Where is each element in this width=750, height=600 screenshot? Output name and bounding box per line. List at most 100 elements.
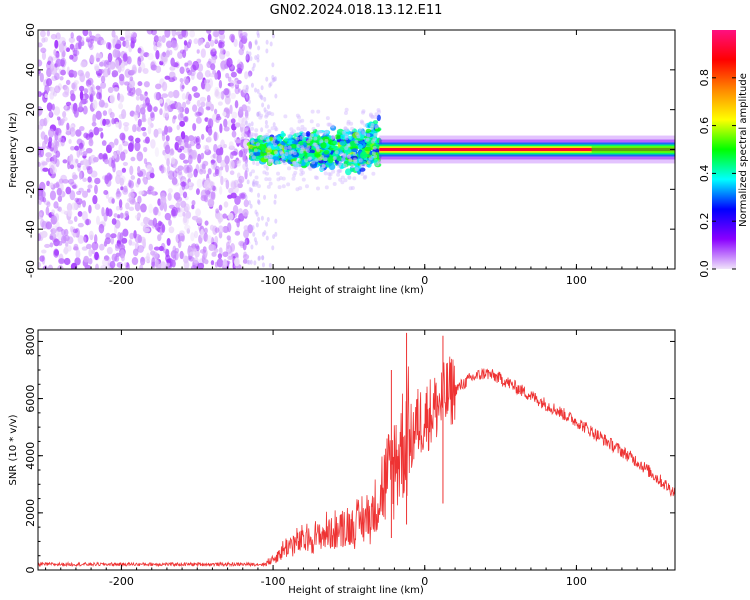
noise-cell (142, 146, 148, 153)
noise-cell (263, 230, 267, 236)
noise-cell (204, 144, 210, 152)
noise-cell (295, 113, 300, 118)
noise-cell (153, 246, 160, 251)
noise-cell (86, 166, 91, 171)
noise-cell (220, 175, 224, 186)
noise-cell (229, 170, 235, 176)
noise-cell (230, 118, 236, 124)
noise-cell (63, 234, 70, 242)
noise-cell (343, 111, 348, 116)
noise-cell (81, 210, 88, 221)
noise-cell (190, 72, 195, 80)
noise-cell (311, 126, 316, 131)
noise-cell (224, 88, 231, 99)
noise-cell (245, 84, 249, 90)
noise-cell (89, 54, 95, 64)
noise-cell (128, 206, 135, 212)
noise-cell (189, 30, 196, 38)
noise-cell (296, 157, 301, 162)
noise-cell (250, 82, 254, 88)
noise-cell (214, 235, 219, 245)
noise-cell (214, 165, 220, 175)
noise-cell (358, 158, 363, 163)
noise-cell (88, 257, 93, 265)
spectrogram-x-tick-label: -100 (261, 274, 286, 287)
noise-cell (196, 99, 201, 107)
noise-cell (100, 132, 104, 139)
noise-cell (54, 213, 60, 222)
noise-cell (73, 80, 79, 85)
noise-cell (70, 93, 76, 102)
noise-cell (184, 224, 191, 231)
noise-cell (182, 159, 189, 164)
noise-cell (42, 140, 47, 150)
noise-cell (237, 182, 243, 189)
noise-cell (242, 208, 249, 217)
noise-cell (299, 128, 304, 133)
noise-cell (274, 218, 278, 224)
noise-cell (212, 172, 217, 177)
noise-cell (159, 60, 164, 66)
noise-cell (129, 69, 136, 75)
noise-cell (336, 164, 341, 169)
noise-cell (259, 94, 263, 100)
noise-cell (42, 167, 49, 172)
noise-cell (359, 163, 364, 168)
signal-cell (359, 151, 368, 159)
signal-cell (272, 155, 281, 162)
noise-cell (252, 179, 256, 185)
noise-cell (113, 151, 117, 159)
noise-cell (79, 71, 84, 78)
noise-cell (232, 204, 239, 215)
noise-cell (211, 251, 217, 257)
noise-cell (147, 104, 153, 113)
noise-cell (166, 41, 173, 49)
noise-cell (137, 68, 142, 74)
noise-cell (267, 129, 272, 134)
noise-cell (94, 203, 101, 210)
noise-cell (247, 259, 251, 265)
noise-cell (183, 215, 188, 224)
noise-cell (371, 151, 376, 156)
signal-cell (290, 143, 297, 149)
noise-cell (131, 31, 137, 38)
noise-cell (250, 126, 255, 131)
noise-cell (155, 50, 160, 60)
noise-cell (88, 138, 94, 147)
noise-cell (183, 203, 190, 213)
noise-cell (214, 72, 218, 80)
noise-cell (265, 76, 269, 82)
noise-cell (38, 91, 41, 97)
noise-cell (244, 162, 248, 168)
noise-cell (38, 42, 43, 48)
noise-cell (238, 213, 245, 222)
noise-cell (105, 144, 112, 154)
noise-cell (260, 215, 264, 221)
noise-cell (87, 39, 93, 48)
noise-cell (57, 195, 63, 203)
noise-cell (51, 103, 55, 111)
noise-cell (175, 196, 183, 202)
noise-cell (223, 88, 230, 96)
noise-cell (42, 197, 47, 203)
noise-cell (58, 43, 64, 53)
noise-cell (149, 172, 155, 179)
noise-cell (88, 248, 93, 257)
noise-cell (188, 39, 192, 45)
signal-cell (253, 138, 258, 143)
noise-cell (244, 92, 250, 103)
noise-cell (55, 221, 60, 231)
noise-cell (123, 262, 127, 267)
noise-cell (299, 168, 304, 173)
noise-cell (166, 238, 171, 246)
spectrogram-cells (38, 30, 675, 269)
noise-cell (47, 141, 52, 149)
noise-cell (110, 159, 116, 169)
noise-cell (267, 145, 272, 150)
noise-cell (172, 170, 178, 178)
noise-cell (224, 155, 230, 165)
noise-cell (137, 234, 142, 244)
noise-cell (44, 84, 50, 94)
noise-cell (274, 160, 279, 165)
noise-cell (220, 47, 225, 55)
